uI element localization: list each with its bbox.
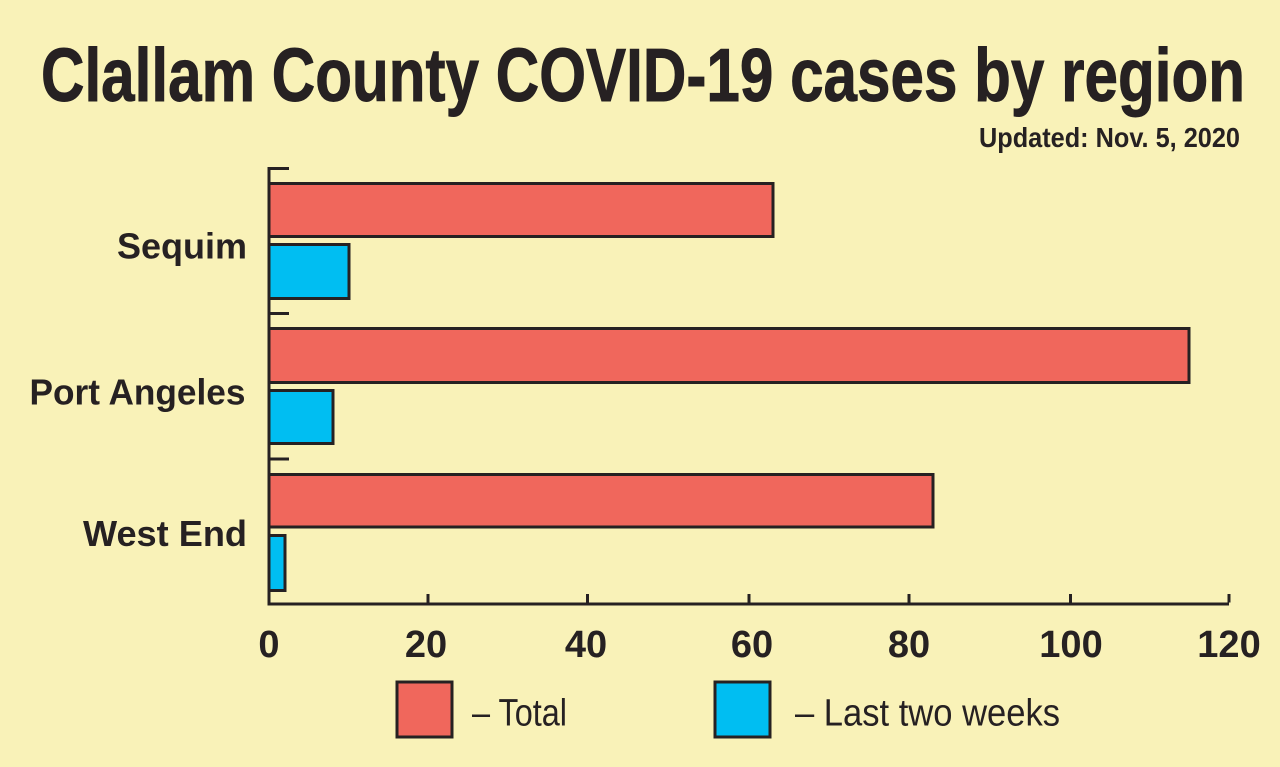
svg-text:100: 100	[1039, 624, 1102, 666]
svg-text:Port Angeles: Port Angeles	[30, 372, 246, 413]
svg-text:Updated: Nov. 5, 2020: Updated: Nov. 5, 2020	[979, 122, 1240, 153]
svg-text:Clallam County COVID-19 cases: Clallam County COVID-19 cases by region	[41, 33, 1245, 117]
svg-text:West End: West End	[83, 513, 247, 554]
svg-text:120: 120	[1197, 624, 1260, 666]
svg-text:Sequim: Sequim	[117, 226, 247, 267]
svg-text:80: 80	[888, 624, 930, 666]
svg-text:– Last two weeks: – Last two weeks	[795, 693, 1060, 735]
svg-text:60: 60	[731, 624, 773, 666]
svg-text:0: 0	[258, 624, 279, 666]
svg-text:– Total: – Total	[472, 693, 567, 735]
svg-text:40: 40	[565, 624, 607, 666]
svg-text:20: 20	[405, 624, 447, 666]
